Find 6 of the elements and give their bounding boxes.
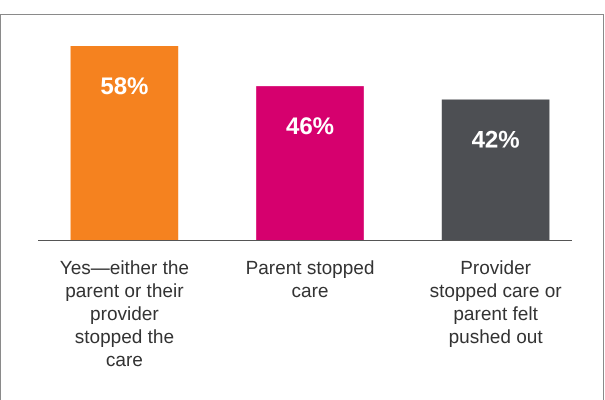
data-label: 46% bbox=[286, 113, 334, 140]
x-tick-label: Parent stopped care bbox=[246, 258, 374, 302]
data-label: 58% bbox=[100, 73, 148, 100]
x-tick-label: Yes—either the parent or their provider stopped the care bbox=[60, 258, 189, 371]
data-label: 42% bbox=[472, 126, 520, 154]
x-tick-label: Provider stopped care or parent felt pushed out bbox=[430, 258, 562, 348]
